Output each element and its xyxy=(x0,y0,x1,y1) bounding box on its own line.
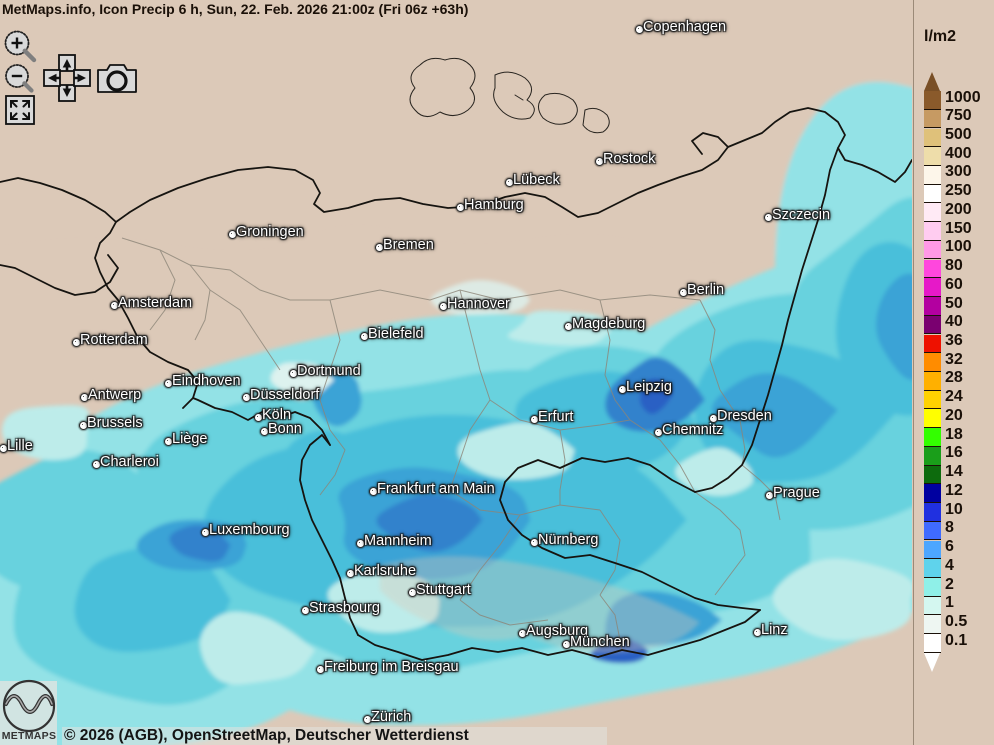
svg-text:METMAPS: METMAPS xyxy=(2,730,57,742)
